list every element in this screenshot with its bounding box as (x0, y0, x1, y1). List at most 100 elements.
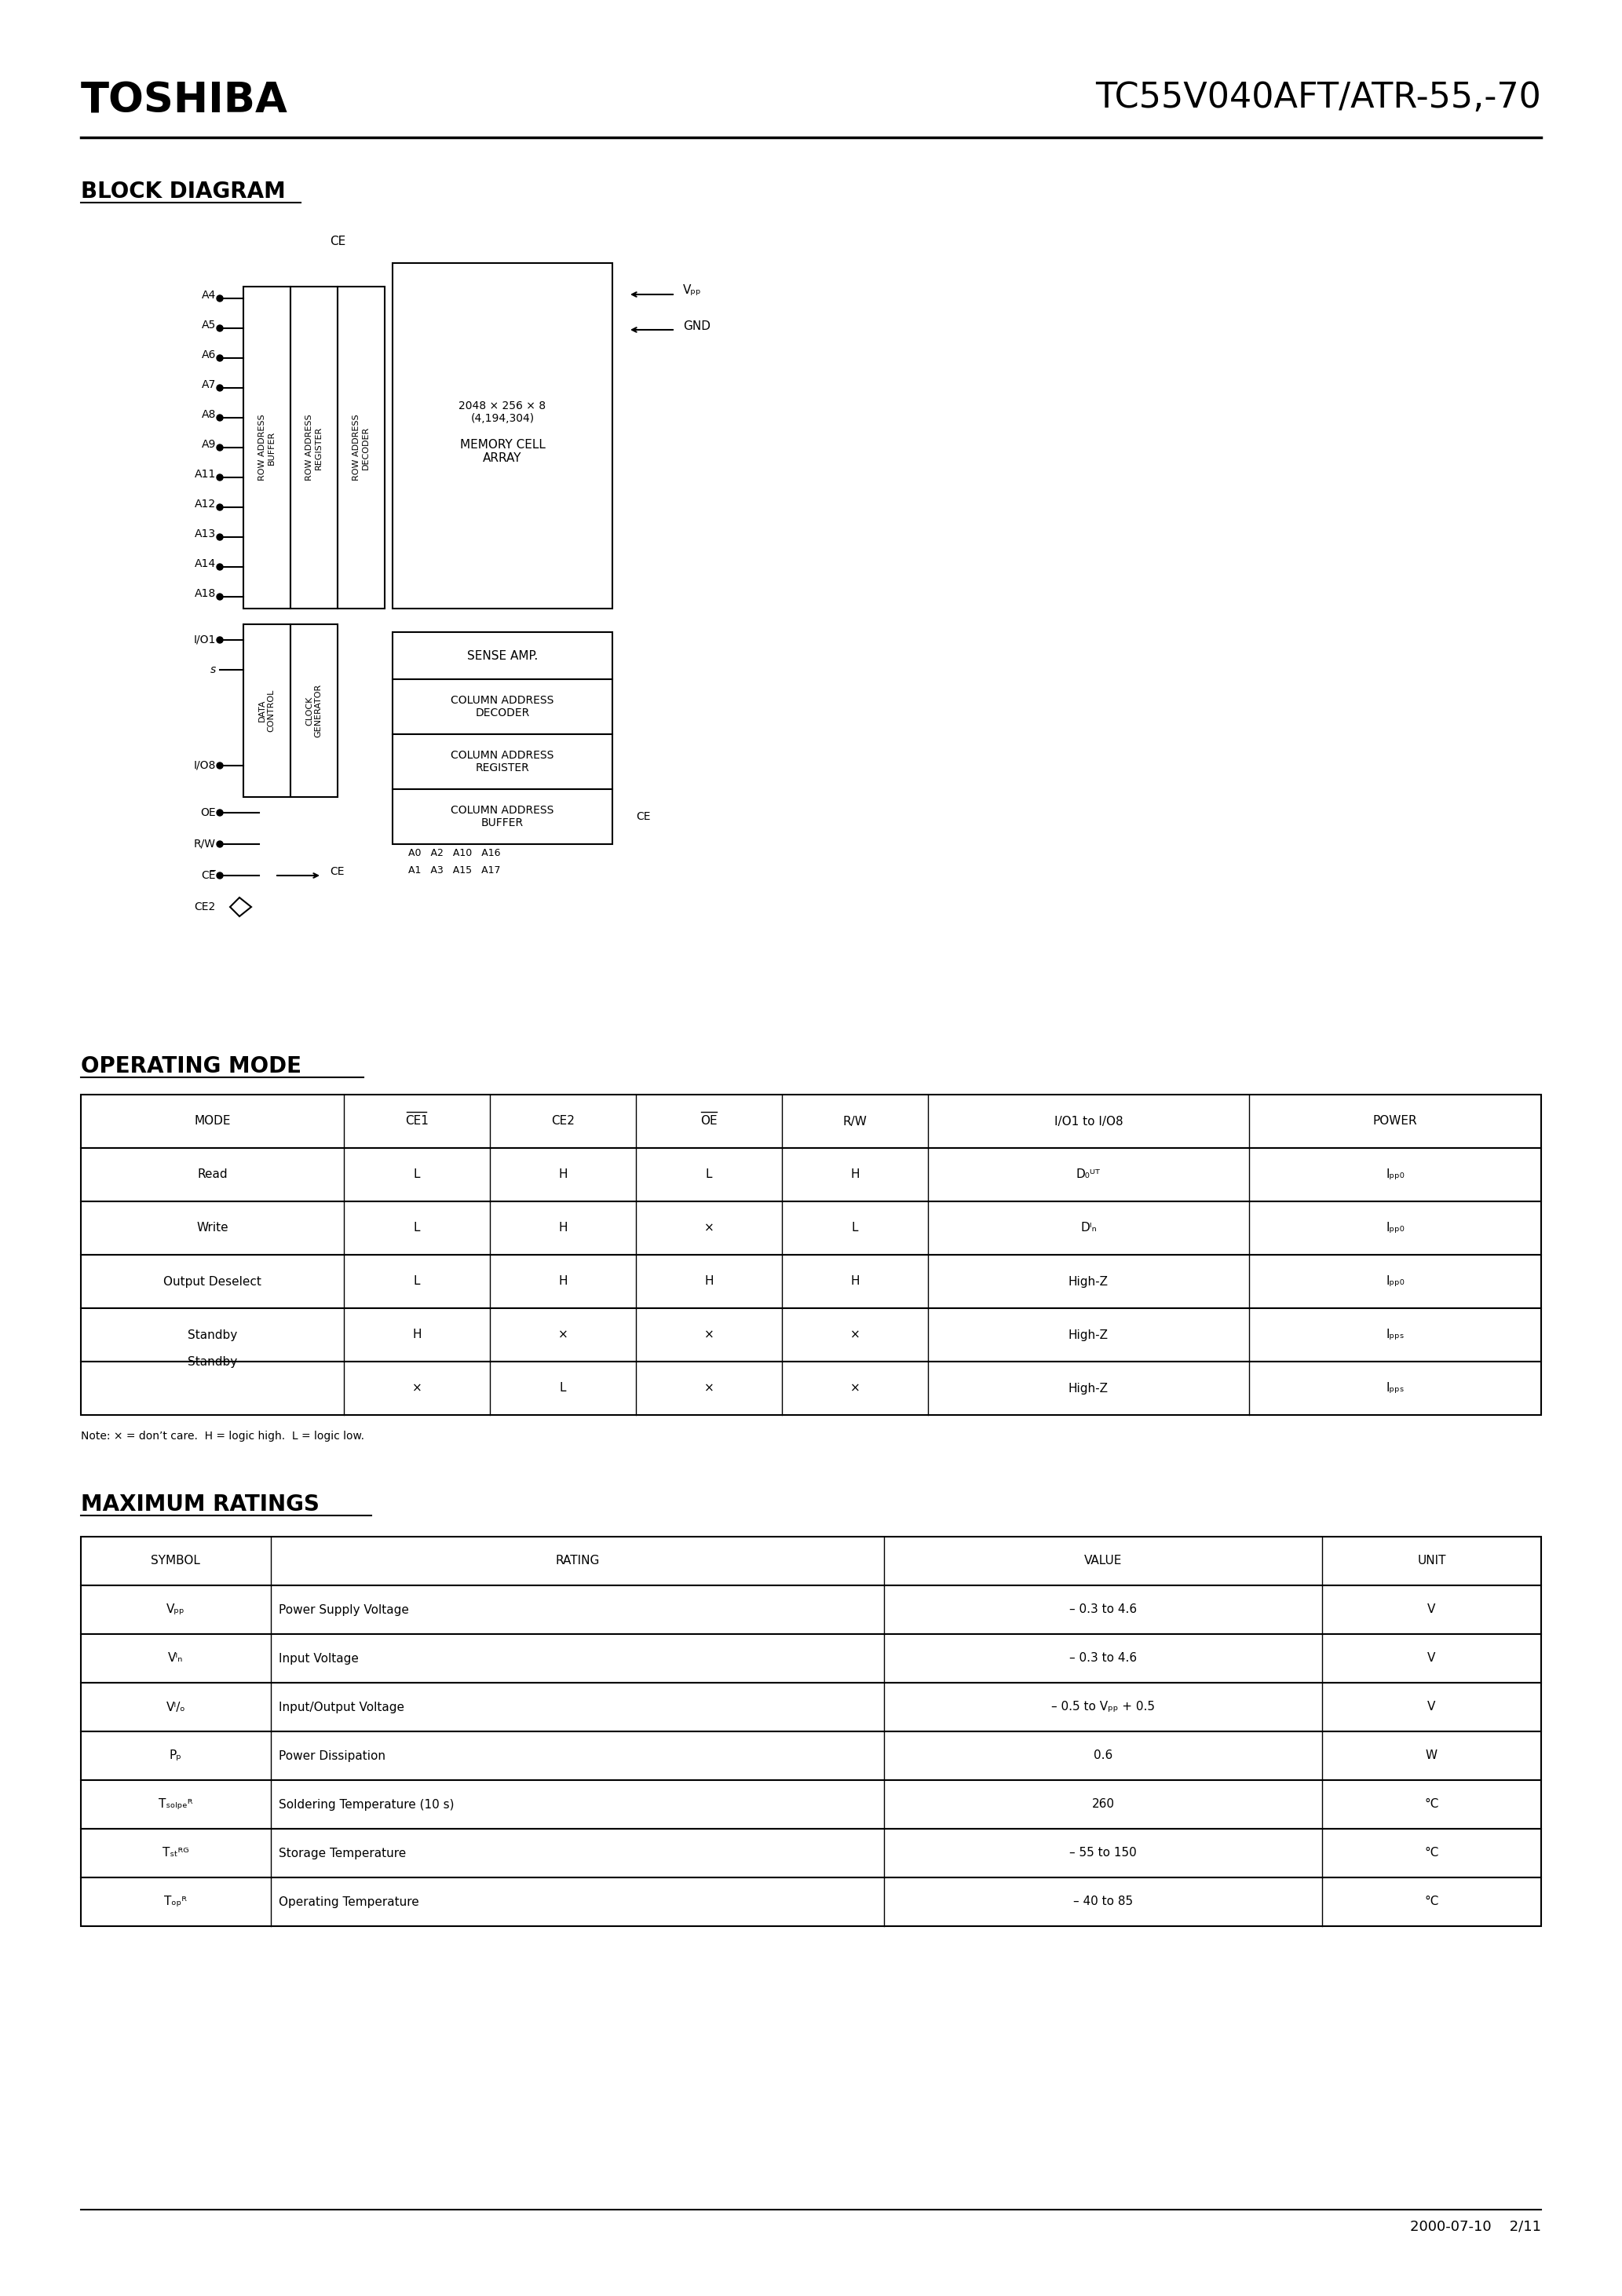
Bar (81, 1830, 1541, 1878)
Text: Standby: Standby (188, 1329, 237, 1341)
Text: W: W (1426, 1750, 1437, 1761)
Text: 2000-07-10    2/11: 2000-07-10 2/11 (1410, 2218, 1541, 2234)
Text: Note: × = don’t care.  H = logic high.  L = logic low.: Note: × = don’t care. H = logic high. L … (81, 1430, 365, 1442)
Text: – 0.3 to 4.6: – 0.3 to 4.6 (1069, 1653, 1137, 1665)
Text: COLUMN ADDRESS
REGISTER: COLUMN ADDRESS REGISTER (451, 751, 555, 774)
Text: MEMORY CELL
ARRAY: MEMORY CELL ARRAY (459, 439, 545, 464)
Text: SENSE AMP.: SENSE AMP. (467, 650, 539, 661)
Text: A8: A8 (201, 409, 216, 420)
Text: A14: A14 (195, 558, 216, 569)
Bar (393, 680, 613, 735)
Text: Tₛₜᴿᴳ: Tₛₜᴿᴳ (162, 1848, 190, 1860)
Text: Input/Output Voltage: Input/Output Voltage (279, 1701, 404, 1713)
Text: CE2: CE2 (551, 1116, 574, 1127)
Bar (81, 1362, 1541, 1414)
Text: TOSHIBA: TOSHIBA (81, 80, 289, 122)
Circle shape (217, 840, 222, 847)
Text: Iₚₚ₀: Iₚₚ₀ (1385, 1221, 1405, 1233)
Circle shape (217, 762, 222, 769)
Bar (290, 625, 337, 797)
Text: Tₛₒₗₚₑᴿ: Tₛₒₗₚₑᴿ (159, 1798, 193, 1809)
Circle shape (217, 565, 222, 569)
Bar (243, 287, 290, 608)
Circle shape (217, 416, 222, 420)
Text: Standby: Standby (188, 1355, 237, 1368)
Text: ×: × (558, 1329, 568, 1341)
Bar (393, 790, 613, 845)
Text: °C: °C (1424, 1848, 1439, 1860)
Bar (81, 1148, 1541, 1201)
Text: Storage Temperature: Storage Temperature (279, 1848, 406, 1860)
Text: A18: A18 (195, 588, 216, 599)
Text: Power Supply Voltage: Power Supply Voltage (279, 1605, 409, 1616)
Text: GND: GND (683, 319, 710, 331)
Text: A9: A9 (201, 439, 216, 450)
Circle shape (217, 535, 222, 540)
Bar (81, 1201, 1541, 1256)
Text: Soldering Temperature (10 s): Soldering Temperature (10 s) (279, 1798, 454, 1809)
Text: OE: OE (701, 1116, 717, 1127)
Text: ROW ADDRESS
REGISTER: ROW ADDRESS REGISTER (305, 413, 323, 480)
Text: Iₚₚ₀: Iₚₚ₀ (1385, 1277, 1405, 1288)
Text: UNIT: UNIT (1418, 1554, 1445, 1566)
Bar (81, 1256, 1541, 1309)
Text: A1   A3   A15   A17: A1 A3 A15 A17 (409, 866, 501, 875)
Text: V: V (1427, 1653, 1435, 1665)
Text: A13: A13 (195, 528, 216, 540)
Text: BLOCK DIAGRAM: BLOCK DIAGRAM (81, 181, 285, 202)
Text: Dᴵₙ: Dᴵₙ (1080, 1221, 1096, 1233)
Text: Iₚₚ₀: Iₚₚ₀ (1385, 1169, 1405, 1180)
Bar (393, 631, 613, 680)
Text: Write: Write (196, 1221, 229, 1233)
Text: L: L (706, 1169, 712, 1180)
Text: ×: × (704, 1221, 714, 1233)
Text: ×: × (704, 1382, 714, 1394)
Bar (393, 735, 613, 790)
Text: A7: A7 (201, 379, 216, 390)
Text: CE: CE (636, 810, 650, 822)
Circle shape (217, 475, 222, 480)
Text: Vᴵ/ₒ: Vᴵ/ₒ (165, 1701, 185, 1713)
Text: TC55V040AFT/ATR-55,-70: TC55V040AFT/ATR-55,-70 (1095, 80, 1541, 115)
Text: RATING: RATING (555, 1554, 600, 1566)
Text: Power Dissipation: Power Dissipation (279, 1750, 386, 1761)
Text: OE: OE (201, 808, 216, 817)
Text: ×: × (412, 1382, 422, 1394)
Text: SYMBOL: SYMBOL (151, 1554, 201, 1566)
Text: H: H (850, 1277, 860, 1288)
Text: L: L (560, 1382, 566, 1394)
Bar (81, 1779, 1541, 1830)
Bar (81, 1584, 1541, 1635)
Text: s: s (211, 664, 216, 675)
Text: Vₚₚ: Vₚₚ (167, 1605, 185, 1616)
Text: Input Voltage: Input Voltage (279, 1653, 358, 1665)
Text: Iₚₚₛ: Iₚₚₛ (1385, 1329, 1405, 1341)
Text: A12: A12 (195, 498, 216, 510)
Text: R/W: R/W (195, 838, 216, 850)
Text: V: V (1427, 1605, 1435, 1616)
Text: L: L (852, 1221, 858, 1233)
Text: Tₒₚᴿ: Tₒₚᴿ (164, 1896, 187, 1908)
Circle shape (217, 595, 222, 599)
Text: A4: A4 (201, 289, 216, 301)
Bar (243, 625, 290, 797)
Text: CE1: CE1 (406, 1116, 428, 1127)
Circle shape (217, 636, 222, 643)
Circle shape (217, 445, 222, 450)
Text: ×: × (850, 1329, 860, 1341)
Bar (81, 1095, 1541, 1148)
Text: ×: × (704, 1329, 714, 1341)
Text: COLUMN ADDRESS
DECODER: COLUMN ADDRESS DECODER (451, 696, 555, 719)
Text: V: V (1427, 1701, 1435, 1713)
Text: Operating Temperature: Operating Temperature (279, 1896, 418, 1908)
Text: H: H (558, 1169, 568, 1180)
Text: – 0.5 to Vₚₚ + 0.5: – 0.5 to Vₚₚ + 0.5 (1051, 1701, 1155, 1713)
Circle shape (217, 296, 222, 301)
Text: DATA
CONTROL: DATA CONTROL (258, 689, 276, 732)
Text: Vₚₚ: Vₚₚ (683, 285, 702, 296)
Bar (81, 1536, 1541, 1584)
Bar (337, 287, 384, 608)
Text: CLOCK
GENERATOR: CLOCK GENERATOR (305, 684, 323, 737)
Text: A5: A5 (201, 319, 216, 331)
Text: L: L (414, 1169, 420, 1180)
